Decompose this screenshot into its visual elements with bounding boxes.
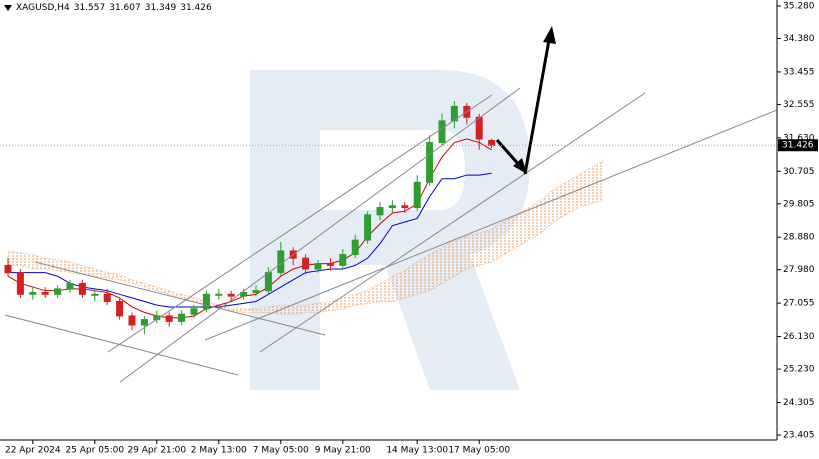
candle-body (264, 272, 272, 292)
candle-body (41, 291, 49, 295)
trend-lines (4, 87, 778, 383)
candle-body (388, 205, 396, 209)
candle-body (29, 291, 37, 295)
symbol: XAGUSD,H4 (16, 3, 70, 13)
candle-body (450, 105, 458, 122)
candle-body (140, 319, 148, 326)
y-tick-label: 31.630 (783, 133, 815, 143)
candle-body (91, 293, 99, 296)
x-tick-label: 7 May 05:00 (253, 446, 309, 456)
candle-body (202, 293, 210, 310)
menu-icon (4, 5, 12, 11)
forecast-arrows (495, 26, 556, 175)
candle-body (128, 315, 136, 326)
candle-body (364, 214, 372, 241)
candle-body (302, 257, 310, 270)
y-tick-label: 25.230 (783, 365, 815, 375)
low-value: 31.349 (144, 3, 177, 13)
y-tick-label: 28.880 (783, 233, 815, 243)
header: XAGUSD,H4 31.557 31.607 31.349 31.426 (4, 3, 212, 13)
candle-body (116, 301, 124, 317)
candle-body (252, 290, 260, 293)
y-tick-label: 24.305 (783, 398, 815, 408)
x-tick-label: 9 May 21:00 (315, 446, 371, 456)
x-tick-label: 29 Apr 21:00 (127, 446, 186, 456)
senkou-span-b (8, 199, 604, 315)
candle-body (401, 205, 409, 209)
last-price-label: 31.426 (782, 141, 814, 151)
indicator-line (7, 138, 492, 319)
y-tick-label: 27.980 (783, 265, 815, 275)
y-tick-label: 32.555 (783, 100, 815, 110)
y-tick-label: 35.280 (783, 1, 815, 11)
candle-body (488, 140, 496, 146)
last-price-tag (778, 139, 818, 152)
x-tick-label: 22 Apr 2024 (5, 446, 61, 456)
candle-body (16, 272, 24, 295)
candle-body (326, 263, 334, 266)
y-tick-label: 29.805 (783, 199, 815, 209)
candle-body (178, 313, 186, 322)
candle-body (215, 293, 223, 296)
x-tick-label: 14 May 13:00 (386, 446, 448, 456)
candle-body (190, 308, 198, 315)
candle-body (54, 288, 62, 295)
y-tick-label: 23.405 (783, 431, 815, 441)
candle-body (475, 116, 483, 140)
candle-body (339, 254, 347, 266)
y-tick-label: 33.455 (783, 67, 815, 77)
candle-body (314, 263, 322, 270)
y-tick-label: 26.130 (783, 332, 815, 342)
y-tick-label: 30.705 (783, 167, 815, 177)
indicator-line (8, 172, 492, 308)
candle-body (165, 315, 173, 322)
candle-body (240, 291, 248, 297)
candle-body (66, 282, 74, 290)
x-tick-label: 25 Apr 05:00 (65, 446, 124, 456)
close-value: 31.426 (180, 3, 212, 13)
x-tick-label: 17 May 05:00 (448, 446, 510, 456)
candle-body (78, 282, 86, 295)
candle-body (376, 207, 384, 216)
x-tick-label: 2 May 13:00 (191, 446, 247, 456)
high-value: 31.607 (109, 3, 141, 13)
open-value: 31.557 (73, 3, 106, 13)
candle-body (227, 293, 235, 297)
candle-body (103, 293, 111, 303)
candle-body (438, 120, 446, 144)
candle-body (351, 239, 359, 256)
y-tick-label: 34.380 (783, 34, 815, 44)
candle-body (426, 142, 434, 183)
y-tick-label: 27.055 (783, 299, 815, 309)
candle-body (413, 181, 421, 209)
candle-body (4, 264, 12, 274)
